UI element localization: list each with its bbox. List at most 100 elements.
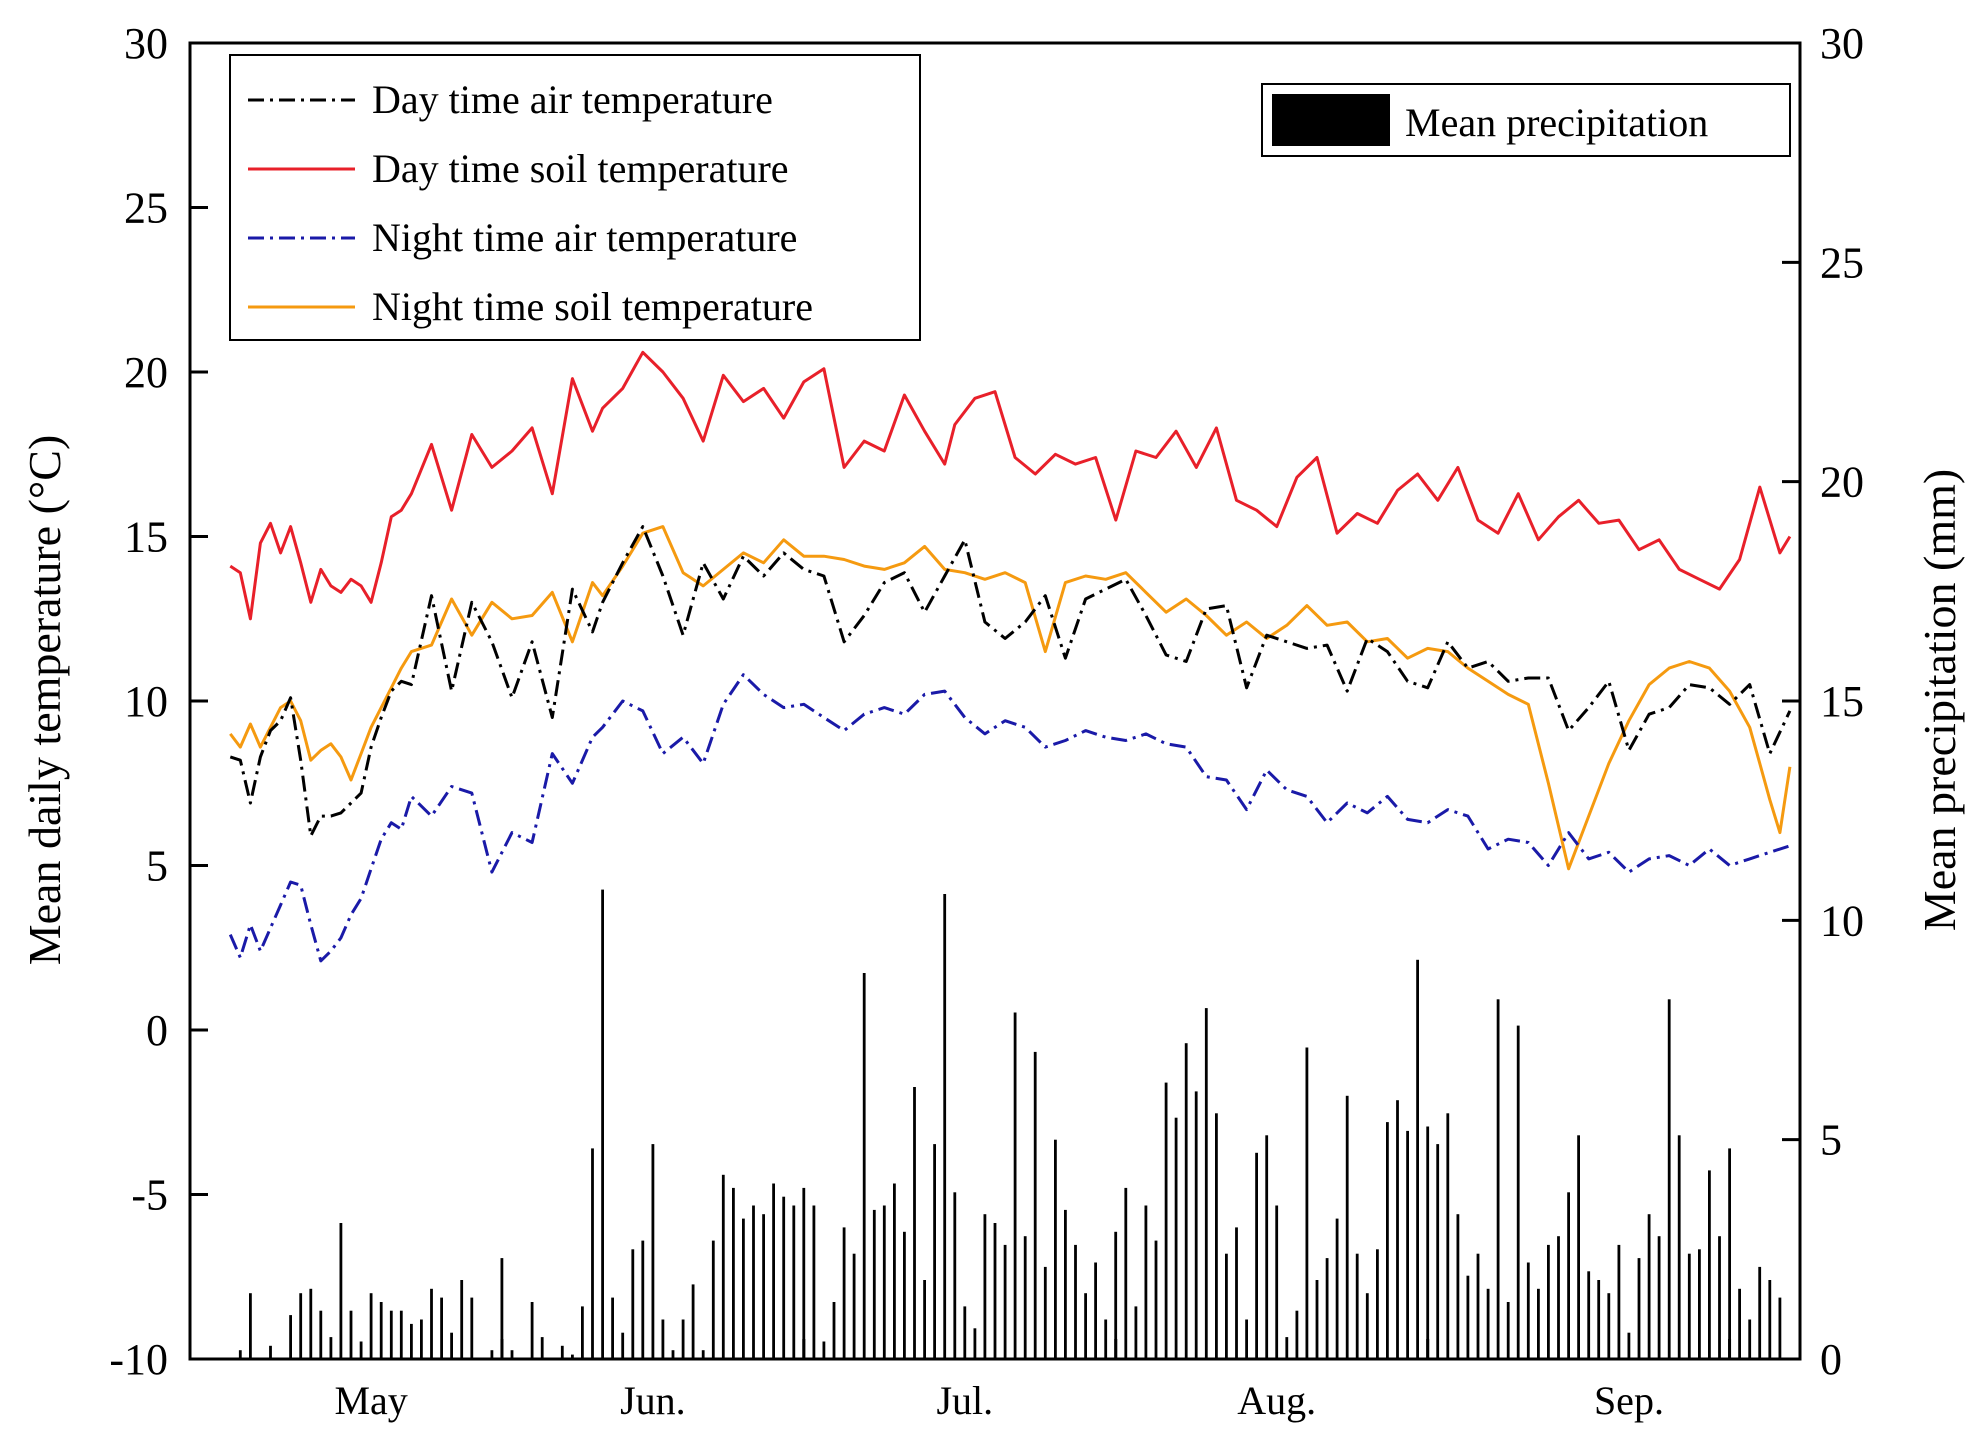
precip-bar (1718, 1236, 1721, 1359)
precip-bar (1406, 1130, 1409, 1359)
precip-bar (802, 1187, 806, 1359)
precip-bar (671, 1350, 675, 1359)
series-line-night-time-air-temperature (228, 673, 1791, 963)
precip-bar (732, 1187, 735, 1359)
precip-bar (1365, 1293, 1369, 1359)
precip-bar (1677, 1135, 1681, 1359)
precip-bar (410, 1323, 413, 1359)
precip-bar (1305, 1047, 1309, 1359)
precip-bar (1265, 1135, 1269, 1359)
precip-bar (399, 1310, 403, 1359)
precip-bar (450, 1332, 453, 1359)
precip-bar (1526, 1262, 1530, 1359)
precip-bar (1194, 1091, 1198, 1359)
precipitation-bars (238, 889, 1782, 1359)
right-axis: 0 5 10 15 20 25 30 (1782, 19, 1864, 1384)
precip-bar (1547, 1244, 1550, 1359)
precip-bar (1235, 1227, 1238, 1359)
precip-bar (1225, 1253, 1228, 1359)
precip-bar (1728, 1148, 1731, 1359)
precip-bar (691, 1284, 695, 1359)
precip-bar (1376, 1249, 1379, 1359)
precip-bar (1074, 1244, 1077, 1359)
left-axis: -10 -5 0 5 10 15 20 25 30 (109, 19, 208, 1384)
precip-bar (420, 1319, 423, 1359)
legend-line-label: Night time air temperature (372, 215, 797, 260)
precip-bar (1537, 1288, 1540, 1359)
precip-bar (631, 1249, 635, 1359)
precip-bar (1768, 1280, 1772, 1359)
line-legend: Day time air temperature Day time soil te… (229, 54, 921, 341)
precip-bar (721, 1174, 725, 1359)
precip-bar (1023, 1236, 1027, 1359)
precip-bar (943, 894, 947, 1359)
y-right-tick-label: 0 (1820, 1335, 1842, 1384)
precip-bar (1426, 1126, 1430, 1359)
precip-bar (369, 1293, 373, 1359)
precip-bar (1345, 1095, 1349, 1359)
precip-bar (560, 1345, 564, 1359)
precip-bar (1094, 1262, 1097, 1359)
precip-bar (470, 1297, 474, 1359)
precip-bar (1506, 1302, 1510, 1359)
precip-bar (1144, 1205, 1148, 1359)
series-lines (228, 350, 1792, 963)
precip-bar (1446, 1113, 1450, 1359)
y-right-tick-label: 20 (1820, 458, 1864, 507)
precip-bar (681, 1319, 685, 1359)
precip-bar (1657, 1236, 1661, 1359)
precip-bar (1355, 1253, 1359, 1359)
precip-bar (1567, 1192, 1570, 1359)
precip-bar (1667, 999, 1671, 1359)
line-legend-box (229, 54, 921, 341)
precip-bar (1255, 1152, 1258, 1359)
precip-bar (862, 973, 866, 1359)
y-left-tick-label: 0 (146, 1006, 168, 1055)
precip-bar (792, 1205, 796, 1359)
precip-bar (329, 1337, 333, 1359)
precip-bar (339, 1223, 343, 1359)
precip-bar (1174, 1117, 1178, 1359)
precip-bar (1627, 1332, 1631, 1359)
precip-bar (752, 1205, 755, 1359)
precip-bar (611, 1297, 614, 1359)
precip-bar (1114, 1231, 1118, 1359)
precip-bar (893, 1183, 896, 1359)
y-right-tick-label: 10 (1820, 896, 1864, 945)
precip-bar (581, 1306, 584, 1359)
precip-bar (530, 1302, 534, 1359)
y-left-axis-title: Mean daily temperature (°C) (19, 435, 70, 966)
precip-bar (1607, 1293, 1611, 1359)
series-line-night-time-soil-temperature (229, 525, 1792, 871)
precip-bar (842, 1227, 846, 1359)
precip-bar (832, 1302, 836, 1359)
series-line-day-time-soil-temperature (229, 350, 1792, 621)
precip-bar (1013, 1012, 1017, 1359)
y-left-tick-label: 30 (124, 19, 168, 68)
y-left-tick-label: 10 (124, 677, 168, 726)
precip-bar (852, 1253, 856, 1359)
precip-bar (1466, 1275, 1470, 1359)
precip-bar (1416, 959, 1419, 1359)
x-month-label: May (334, 1378, 407, 1423)
y-left-tick-label: 20 (124, 348, 168, 397)
precip-bar (1043, 1266, 1047, 1359)
precip-bar (1748, 1319, 1752, 1359)
precip-bar (1275, 1205, 1279, 1359)
precip-bar (1637, 1258, 1641, 1359)
precip-bar (1758, 1266, 1762, 1359)
precip-bar (882, 1205, 886, 1359)
precip-bar (1003, 1244, 1007, 1359)
precip-bar (772, 1183, 775, 1359)
precip-bar (1647, 1214, 1651, 1359)
precip-bar (1164, 1082, 1168, 1359)
precip-bar (460, 1280, 464, 1359)
precip-bar (923, 1280, 926, 1359)
precip-bar (1436, 1144, 1440, 1359)
precip-bar (1285, 1337, 1289, 1359)
precip-bar (701, 1350, 705, 1359)
precip-bar (1587, 1271, 1591, 1359)
precip-bar (621, 1332, 625, 1359)
y-right-axis-title: Mean precipitation (mm) (1914, 469, 1965, 931)
precip-bar (641, 1240, 645, 1359)
